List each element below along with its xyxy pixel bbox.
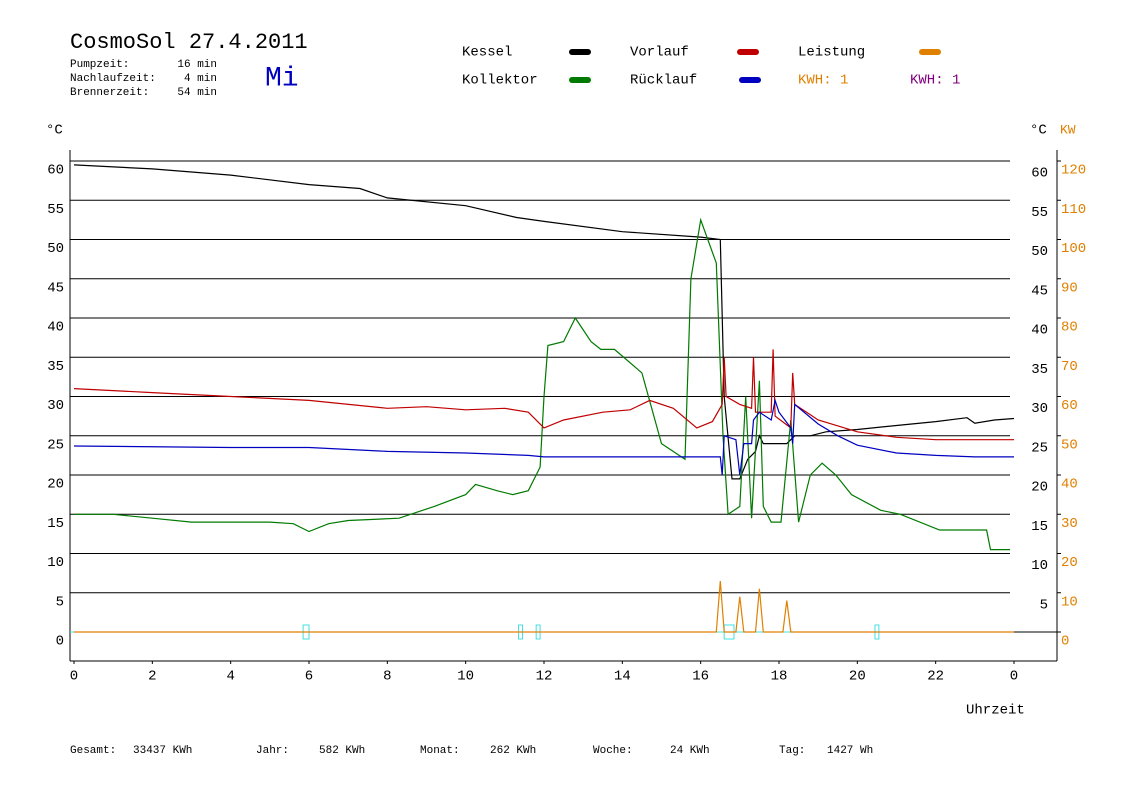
y-tick-label: 30 (47, 398, 64, 414)
y2-tick-label: 90 (1061, 280, 1078, 296)
y2-tick-label: 100 (1061, 241, 1086, 257)
x-tick-label: 14 (614, 669, 631, 685)
total-label: Tag: (779, 745, 805, 757)
y-tick-label-right: 5 (1040, 597, 1048, 613)
weekday: Mi (265, 63, 299, 94)
x-tick-label: 2 (148, 669, 156, 685)
total-value: 33437 KWh (133, 745, 192, 757)
y-tick-label: 5 (56, 594, 64, 610)
y-tick-label: 60 (47, 163, 64, 179)
x-tick-label: 10 (457, 669, 474, 685)
y2-tick-label: 110 (1061, 202, 1086, 218)
info-value: 16 min (177, 59, 217, 71)
legend-label: Kollektor (462, 73, 538, 89)
series-line (73, 398, 1014, 476)
info-label: Brennerzeit: (70, 87, 149, 99)
y2-tick-label: 20 (1061, 555, 1078, 571)
y2-tick-label: 0 (1061, 634, 1069, 650)
legend-label: Leistung (798, 45, 865, 61)
y-tick-label-right: 20 (1031, 480, 1048, 496)
x-tick-label: 12 (536, 669, 553, 685)
y2-tick-label: 120 (1061, 163, 1086, 179)
y-axis-label-right: °C (1030, 123, 1047, 139)
x-axis-label: Uhrzeit (966, 703, 1025, 719)
total-label: Woche: (593, 745, 633, 757)
y-tick-label-right: 45 (1031, 283, 1048, 299)
y-tick-label-right: 25 (1031, 440, 1048, 456)
series-line (74, 580, 1014, 633)
y-tick-label-right: 60 (1031, 166, 1048, 182)
y-tick-label-right: 10 (1031, 558, 1048, 574)
info-label: Pumpzeit: (70, 59, 129, 71)
y2-tick-label: 50 (1061, 437, 1078, 453)
y2-tick-label: 40 (1061, 477, 1078, 493)
y-tick-label: 40 (47, 320, 64, 336)
x-tick-label: 8 (383, 669, 391, 685)
x-tick-label: 20 (849, 669, 866, 685)
x-tick-label: 0 (70, 669, 78, 685)
y2-tick-label: 60 (1061, 398, 1078, 414)
x-tick-label: 22 (927, 669, 944, 685)
y2-tick-label: 10 (1061, 594, 1078, 610)
y-tick-label: 20 (47, 477, 64, 493)
info-label: Nachlaufzeit: (70, 73, 156, 85)
total-label: Jahr: (256, 745, 289, 757)
info-value: 4 min (184, 73, 217, 85)
y-tick-label-right: 50 (1031, 244, 1048, 260)
y-tick-label-right: 30 (1031, 401, 1048, 417)
series-line (74, 217, 1011, 551)
x-tick-label: 4 (226, 669, 234, 685)
y-tick-label: 0 (56, 634, 64, 650)
kwh-label: KWH: 1 (798, 73, 848, 89)
series-line (73, 164, 1015, 480)
y-tick-label: 25 (47, 437, 64, 453)
x-tick-label: 0 (1010, 669, 1018, 685)
x-tick-label: 18 (771, 669, 788, 685)
y2-tick-label: 80 (1061, 320, 1078, 336)
y-tick-label-right: 15 (1031, 519, 1048, 535)
y-tick-label: 50 (47, 241, 64, 257)
info-value: 54 min (177, 87, 217, 99)
total-value: 262 KWh (490, 745, 536, 757)
chart-title: CosmoSol 27.4.2011 (70, 30, 308, 55)
total-value: 24 KWh (670, 745, 710, 757)
y-tick-label: 45 (47, 280, 64, 296)
y-tick-label: 55 (47, 202, 64, 218)
y2-axis-label: KW (1060, 122, 1076, 137)
legend-label: Vorlauf (630, 45, 689, 61)
y-tick-label-right: 40 (1031, 323, 1048, 339)
x-tick-label: 16 (692, 669, 709, 685)
y-axis-label: °C (46, 123, 63, 139)
total-value: 582 KWh (319, 745, 365, 757)
total-label: Gesamt: (70, 745, 116, 757)
y2-tick-label: 30 (1061, 516, 1078, 532)
y-tick-label: 10 (47, 555, 64, 571)
x-tick-label: 6 (305, 669, 313, 685)
kwh-label: KWH: 1 (910, 73, 960, 89)
y-tick-label-right: 55 (1031, 205, 1048, 221)
total-value: 1427 Wh (827, 745, 873, 757)
total-label: Monat: (420, 745, 460, 757)
y-tick-label-right: 35 (1031, 362, 1048, 378)
legend-label: Kessel (462, 45, 512, 61)
y-tick-label: 15 (47, 516, 64, 532)
y2-tick-label: 70 (1061, 359, 1078, 375)
legend-label: Rücklauf (630, 73, 697, 89)
y-tick-label: 35 (47, 359, 64, 375)
